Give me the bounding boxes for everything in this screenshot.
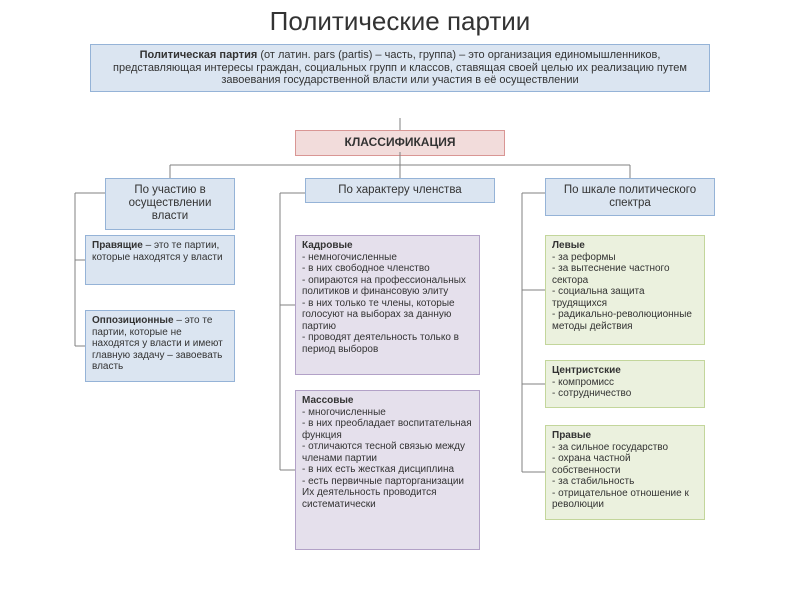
- leaf-mass: Массовые- многочисленные - в них преобла…: [295, 390, 480, 550]
- leaf-mass-title: Массовые: [302, 395, 354, 406]
- category-power: По участию в осуществлении власти: [105, 178, 235, 230]
- leaf-centrist-title: Центристские: [552, 365, 621, 376]
- page-title: Политические партии: [0, 0, 800, 41]
- leaf-right-title: Правые: [552, 430, 591, 441]
- definition-term: Политическая партия: [140, 49, 258, 61]
- leaf-centrist-text: - компромисс - сотрудничество: [552, 377, 631, 400]
- leaf-opposition-title: Оппозиционные: [92, 315, 174, 326]
- leaf-right: Правые- за сильное государство - охрана …: [545, 425, 705, 520]
- leaf-left: Левые- за реформы - за вытеснение частно…: [545, 235, 705, 345]
- leaf-right-text: - за сильное государство - охрана частно…: [552, 442, 689, 511]
- category-membership: По характеру членства: [305, 178, 495, 203]
- leaf-centrist: Центристские- компромисс - сотрудничеств…: [545, 360, 705, 408]
- leaf-opposition: Оппозиционные – это те партии, которые н…: [85, 310, 235, 382]
- leaf-ruling: Правящие – это те партии, которые находя…: [85, 235, 235, 285]
- leaf-mass-text: - многочисленные - в них преобладает вос…: [302, 407, 472, 510]
- category-spectrum: По шкале политического спектра: [545, 178, 715, 216]
- definition-box: Политическая партия (от латин. pars (par…: [90, 44, 710, 92]
- leaf-left-title: Левые: [552, 240, 585, 251]
- leaf-cadre-title: Кадровые: [302, 240, 353, 251]
- classification-label: КЛАССИФИКАЦИЯ: [295, 130, 505, 156]
- leaf-cadre-text: - немногочисленные - в них свободное чле…: [302, 252, 466, 355]
- leaf-left-text: - за реформы - за вытеснение частного се…: [552, 252, 692, 332]
- leaf-ruling-title: Правящие: [92, 240, 143, 251]
- leaf-cadre: Кадровые- немногочисленные - в них свобо…: [295, 235, 480, 375]
